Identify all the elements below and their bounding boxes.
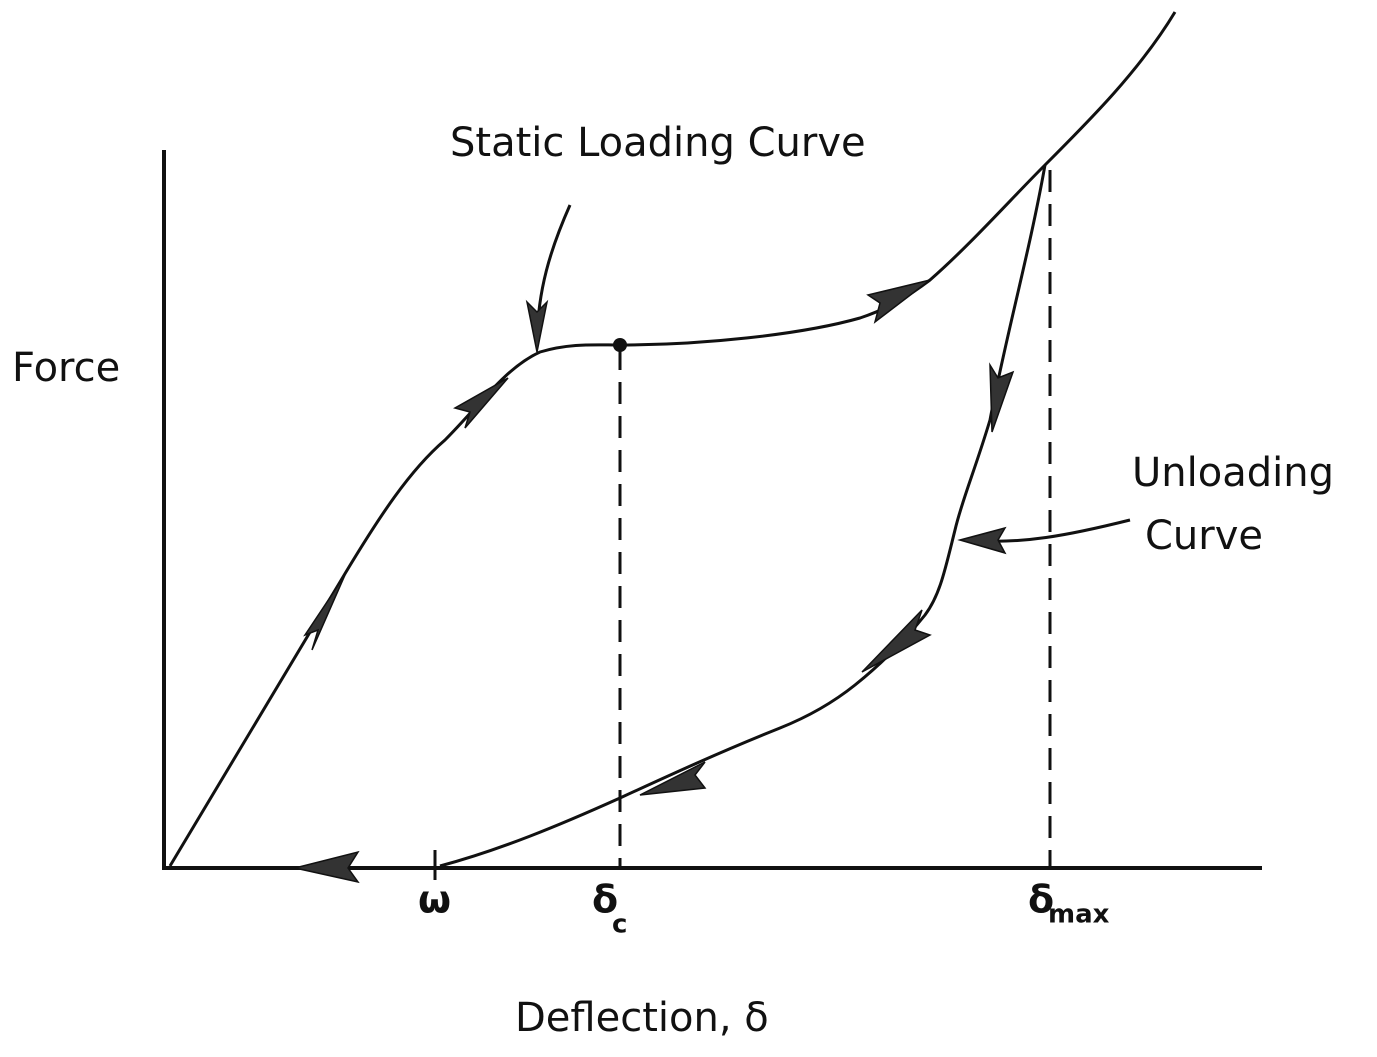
unloading-label: Curve [1145, 513, 1263, 559]
delta-c-symbol: δ [592, 878, 618, 922]
static-loading-label: Static Loading Curve [450, 120, 866, 166]
pointer-head [525, 299, 549, 353]
arrowhead [453, 377, 509, 429]
axes [162, 150, 1262, 870]
y-axis-label: Force [12, 345, 120, 391]
arrowhead [861, 609, 932, 673]
arrowhead [639, 761, 707, 796]
critical-point [613, 338, 627, 352]
arrowhead [294, 850, 360, 884]
arrowhead [989, 362, 1015, 433]
unloading-label: Unloading [1132, 450, 1334, 496]
delta-max-subscript: max [1048, 900, 1110, 930]
x-axis-label: Deflection, δ [515, 995, 769, 1041]
arrowhead [303, 574, 346, 651]
omega-label: ω [418, 878, 451, 922]
unloading-curve [439, 164, 1047, 868]
pointer-head [957, 526, 1007, 555]
delta-c-subscript: c [612, 910, 627, 940]
arrowhead [866, 279, 931, 324]
delta-max-symbol: δ [1028, 878, 1054, 922]
